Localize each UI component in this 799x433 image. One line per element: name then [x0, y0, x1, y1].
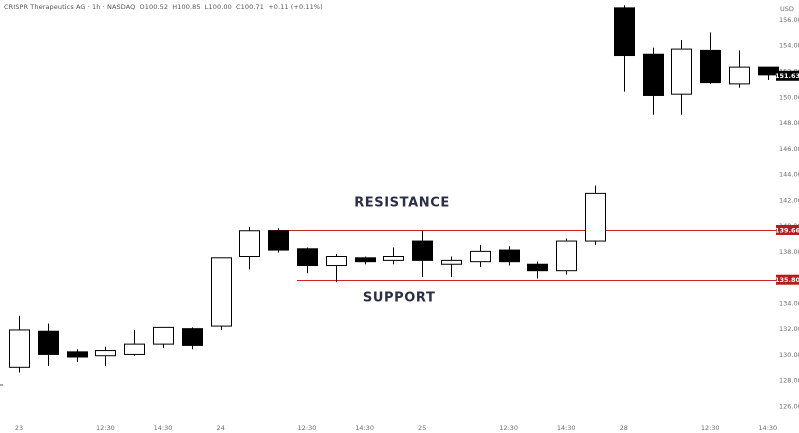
candle-body: [585, 192, 606, 242]
candle-body: [671, 48, 692, 95]
candle-body: [355, 257, 376, 263]
y-tick-label: 130.00: [779, 351, 799, 359]
levels-layer: [268, 230, 776, 281]
candle-up: [124, 329, 145, 356]
candle-up: [326, 253, 347, 283]
candle-body: [326, 256, 347, 267]
candle-up: [470, 244, 491, 267]
close-value: C100.71: [236, 3, 265, 11]
y-tick-label: 156.00: [779, 16, 799, 24]
candle-body: [124, 343, 145, 355]
x-tick-label: 12:30: [701, 424, 720, 432]
x-tick-label: 24: [216, 424, 224, 432]
candle-body: [643, 53, 664, 96]
annotations-layer: RESISTANCE SUPPORT: [354, 195, 450, 306]
level-price-label: 139.66: [775, 226, 799, 234]
y-tick-label: 150.00: [779, 93, 799, 101]
candle-body: [470, 250, 491, 263]
y-tick-label: 132.00: [779, 325, 799, 333]
candle-down: [38, 323, 59, 367]
x-tick-label: 12:30: [499, 424, 518, 432]
y-tick-label: 148.00: [779, 119, 799, 127]
y-tick-label: 144.00: [779, 171, 799, 179]
change-value: +0.11 (+0.11%): [268, 3, 323, 11]
x-tick-label: 14:30: [758, 424, 777, 432]
candle-down: [67, 349, 88, 363]
candle-body: [9, 329, 30, 368]
level-price-badge: [776, 224, 799, 235]
candle-down: [700, 32, 721, 84]
x-tick-label: 12:30: [96, 424, 115, 432]
chart-header: CRISPR Therapeutics AG · 1h · NASDAQ O10…: [4, 3, 325, 11]
x-tick-label: 14:30: [355, 424, 374, 432]
x-tick-label: 23: [15, 424, 23, 432]
candle-down: [643, 47, 664, 115]
candle-body: [268, 230, 289, 251]
candle-body: [556, 240, 577, 272]
candle-up: [729, 50, 750, 88]
y-tick-label: 142.00: [779, 196, 799, 204]
x-tick-label: 14:30: [557, 424, 576, 432]
candle-down: [614, 5, 635, 92]
candle-down: [297, 247, 318, 274]
candle-down: [182, 327, 203, 350]
annotation-label: RESISTANCE: [354, 195, 450, 210]
last-price-badge: [776, 70, 799, 81]
low-value: L100.00: [204, 3, 232, 11]
candles-layer: [9, 5, 799, 373]
high-value: H100.85: [172, 3, 201, 11]
price-axis[interactable]: 126.00128.00130.00132.00134.00136.00138.…: [775, 16, 799, 411]
candle-body: [383, 256, 404, 261]
y-tick-label: 134.00: [779, 299, 799, 307]
candle-down: [355, 256, 376, 265]
candle-up: [9, 315, 30, 373]
candle-down: [268, 228, 289, 253]
candle-body: [297, 248, 318, 267]
candle-down: [527, 261, 548, 279]
candle-down: [499, 246, 520, 266]
candle-body: [38, 330, 59, 355]
candle-body: [527, 263, 548, 272]
x-tick-label: 25: [418, 424, 426, 432]
last-price-label: 151.63: [775, 72, 799, 80]
candle-body: [211, 257, 232, 327]
candle-body: [67, 351, 88, 358]
candle-body: [729, 66, 750, 85]
candle-body: [95, 350, 116, 357]
candle-up: [556, 238, 577, 275]
candle-body: [182, 328, 203, 346]
candle-body: [153, 326, 174, 345]
y-tick-label: 128.00: [779, 377, 799, 385]
level-price-badge: [776, 274, 799, 285]
y-tick-label: 138.00: [779, 248, 799, 256]
candle-body: [700, 49, 721, 84]
candle-up: [95, 346, 116, 367]
annotation-label: SUPPORT: [363, 291, 436, 306]
candle-up: [211, 257, 232, 330]
candle-body: [412, 240, 433, 261]
candle-body: [239, 230, 260, 258]
x-tick-label: 28: [620, 424, 628, 432]
candle-up: [441, 256, 462, 278]
candle-body: [441, 259, 462, 265]
open-value: O100.52: [139, 3, 169, 11]
candle-up: [383, 247, 404, 265]
currency-label: USD: [780, 5, 794, 13]
candle-up: [239, 226, 260, 270]
candle-body: [614, 7, 635, 57]
level-price-label: 135.80: [775, 276, 799, 284]
x-tick-label: 12:30: [298, 424, 317, 432]
candle-up: [671, 40, 692, 115]
symbol-name: CRISPR Therapeutics AG · 1h · NASDAQ: [4, 3, 136, 11]
candle-up: [585, 185, 606, 245]
x-tick-label: 14:30: [154, 424, 173, 432]
y-tick-label: 146.00: [779, 145, 799, 153]
y-tick-label: 126.00: [779, 402, 799, 410]
candle-body: [499, 249, 520, 263]
candle-down: [412, 230, 433, 278]
candle-up: [153, 326, 174, 348]
time-axis[interactable]: 23 12:30 14:30 24 12:30 14:30 25 12:30 14:30 28 12…: [15, 424, 777, 432]
y-tick-label: 154.00: [779, 42, 799, 50]
